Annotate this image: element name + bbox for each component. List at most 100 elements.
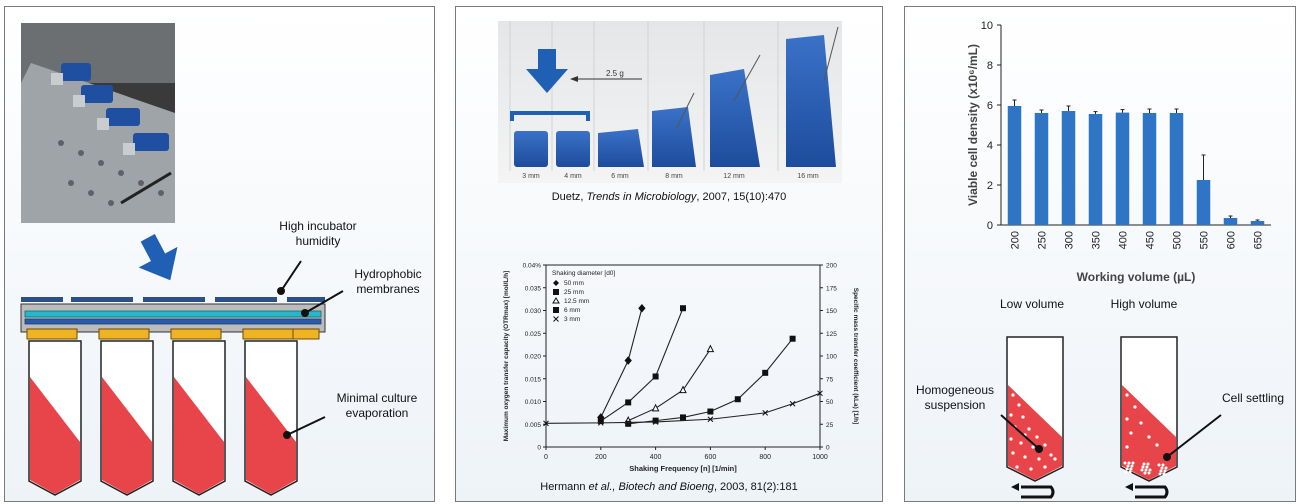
- x-tick-label: 650: [1253, 231, 1265, 249]
- x-tick-label: 1000: [812, 454, 828, 461]
- cell-dot: [1011, 393, 1015, 397]
- photo-arrow-label: 2.5 g: [606, 69, 624, 78]
- y-tick-label: 8: [987, 60, 993, 72]
- y-tick-label: 10: [981, 20, 993, 32]
- data-point: [817, 390, 823, 397]
- bar: [1196, 180, 1211, 225]
- legend-entry: 12.5 mm: [564, 298, 589, 305]
- legend-marker: [553, 307, 559, 313]
- legend-title: Shaking diameter [d0]: [552, 270, 615, 277]
- cell-dot: [1128, 470, 1132, 474]
- bar: [1088, 114, 1103, 225]
- legend-marker: [552, 297, 560, 304]
- cell-dot: [1029, 467, 1033, 471]
- cell-dot: [1049, 453, 1053, 457]
- label-evaporation: Minimal culture evaporation: [336, 391, 418, 420]
- cell-dot: [1126, 464, 1130, 468]
- y-tick-label: 0.005: [525, 422, 542, 429]
- cell-dot: [1124, 470, 1128, 474]
- cell-dot: [1148, 468, 1152, 472]
- shaker-photo: [21, 23, 175, 223]
- down-arrow-icon: [138, 234, 178, 281]
- data-point: [679, 385, 687, 394]
- data-point: [625, 399, 632, 406]
- x-tick-label: 550: [1199, 231, 1211, 249]
- y2-tick-label: 25: [826, 422, 834, 429]
- legend-entry: 50 mm: [564, 280, 584, 287]
- well-comparison-diagram: [1000, 336, 1222, 499]
- data-point: [625, 420, 632, 427]
- x-axis-label: Working volume (µL): [1077, 270, 1196, 284]
- series-line: [600, 308, 684, 422]
- y-tick-label: 0.010: [525, 399, 542, 406]
- bar: [1223, 218, 1238, 225]
- x-tick-label: 400: [650, 454, 662, 461]
- cell-dot: [1021, 415, 1025, 419]
- cell-dot: [1123, 461, 1127, 465]
- cell-dot: [1035, 435, 1039, 439]
- data-point: [651, 403, 660, 412]
- y-tick-label: 0.020: [525, 354, 542, 361]
- x-tick-label: 350: [1091, 231, 1103, 249]
- y-tick-label: 0.025: [525, 331, 542, 338]
- label-high-volume: High volume: [1110, 297, 1178, 311]
- data-point: [707, 416, 714, 423]
- photo-column-label: 6 mm: [611, 173, 629, 180]
- bar: [1115, 112, 1130, 225]
- y-tick-label: 2: [987, 180, 993, 192]
- x-axis-label: Shaking Frequency [n] [1/min]: [629, 464, 737, 473]
- y-tick-label: 6: [987, 100, 993, 112]
- x-tick-label: 400: [1118, 231, 1130, 249]
- x-tick-label: 500: [1172, 231, 1184, 249]
- y-tick-label: 0.015: [525, 376, 542, 383]
- bar: [1250, 221, 1265, 225]
- cell-dot: [1155, 443, 1159, 447]
- cell-dot: [1159, 469, 1163, 473]
- x-tick-label: 200: [595, 454, 607, 461]
- cell-dot: [1161, 463, 1165, 467]
- label-humidity: High incubator humidity: [279, 219, 357, 248]
- y2-tick-label: 150: [826, 308, 837, 315]
- label-settling: Cell settling: [1221, 391, 1285, 405]
- data-point: [789, 400, 796, 407]
- data-point: [597, 420, 604, 426]
- y2-tick-label: 0: [826, 445, 830, 452]
- data-point: [652, 417, 659, 424]
- cell-dot: [1139, 421, 1143, 425]
- cell-dot: [1147, 435, 1151, 439]
- cell-dot: [1162, 472, 1166, 476]
- cell-dot: [1130, 464, 1134, 468]
- rotation-arrow-icon: [1021, 485, 1169, 499]
- cell-dot: [1160, 466, 1164, 470]
- y2-axis-label: Specific mass transfer coefficient (kLa)…: [852, 288, 859, 425]
- cell-dot: [1019, 441, 1023, 445]
- legend-marker: [553, 280, 559, 286]
- x-tick-label: 800: [759, 454, 771, 461]
- data-point: [543, 420, 549, 427]
- cell-dot: [1131, 461, 1135, 465]
- cell-dot: [1043, 465, 1047, 469]
- cell-dot: [1140, 468, 1144, 472]
- bar: [1142, 113, 1157, 225]
- legend-entry: 25 mm: [564, 289, 584, 296]
- panel-working-volume: 0 2 4 6 8 10 200 250 300 350 400 450 500 550 600 650 Wor…: [904, 6, 1296, 502]
- data-point: [789, 335, 796, 342]
- plate-diagram: [20, 260, 344, 496]
- cell-dot: [1011, 451, 1015, 455]
- y-tick-label: 0: [987, 220, 993, 232]
- well-photo: 2.5 g 3 mm 4 mm 6 mm 8 mm 12 mm 16 mm: [498, 21, 842, 183]
- label-low-volume: Low volume: [999, 297, 1065, 311]
- data-point: [680, 414, 686, 421]
- panel-oxygen-transfer: 2.5 g 3 mm 4 mm 6 mm 8 mm 12 mm 16 mm Duetz, …: [455, 6, 883, 502]
- photo-column-label: 12 mm: [723, 173, 745, 180]
- cell-dot: [1164, 466, 1168, 470]
- label-homogeneous: Homogeneous suspension: [915, 383, 995, 412]
- photo-column-label: 8 mm: [665, 173, 683, 180]
- cell-dot: [1127, 461, 1131, 465]
- y2-tick-label: 175: [826, 285, 837, 292]
- x-tick-label: 450: [1145, 231, 1157, 249]
- photo-column-label: 4 mm: [564, 173, 582, 180]
- cell-dot: [1053, 457, 1057, 461]
- y-tick-label: 0.030: [525, 308, 542, 315]
- cell-dot: [1125, 445, 1129, 449]
